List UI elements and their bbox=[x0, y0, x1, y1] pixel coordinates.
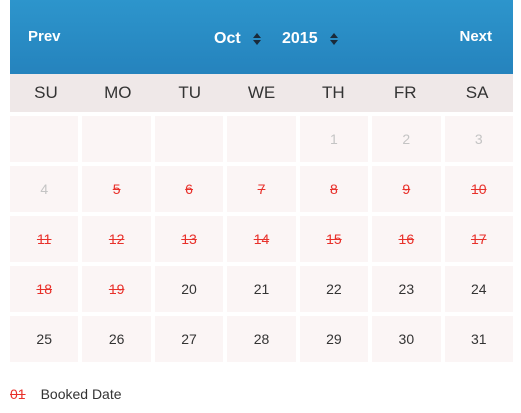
day-cell[interactable]: 24 bbox=[444, 266, 513, 312]
day-cell: 1 bbox=[299, 116, 369, 162]
day-cell: 13 bbox=[154, 216, 224, 262]
legend-label: Booked Date bbox=[40, 386, 122, 402]
calendar-header: Prev Oct 2015 Next bbox=[10, 0, 513, 74]
weekday-label: TU bbox=[178, 83, 201, 102]
weekday-label: WE bbox=[247, 83, 276, 102]
day-cell[interactable]: 30 bbox=[372, 316, 441, 362]
day-grid: 1 2 3 4 5 6 7 8 9 10 11 12 13 14 15 16 17 18 19 20 21 22 23 24 2… bbox=[10, 116, 513, 362]
empty-day-cell bbox=[227, 116, 296, 162]
day-cell: 14 bbox=[227, 216, 296, 262]
day-cell: 3 bbox=[444, 116, 513, 162]
week-row: 11 12 13 14 15 16 17 bbox=[10, 216, 513, 262]
prev-month-button[interactable]: Prev bbox=[28, 28, 61, 45]
updown-arrows-icon bbox=[329, 33, 338, 45]
empty-day-cell bbox=[10, 116, 79, 162]
day-cell[interactable]: 21 bbox=[227, 266, 296, 312]
day-cell: 6 bbox=[154, 166, 224, 212]
day-cell[interactable]: 28 bbox=[227, 316, 296, 362]
day-cell: 10 bbox=[444, 166, 513, 212]
booking-calendar: Prev Oct 2015 Next SU MO TU WE TH FR SA … bbox=[10, 0, 513, 362]
month-select[interactable]: Oct bbox=[214, 30, 261, 48]
weekday-label: SU bbox=[34, 83, 58, 102]
day-cell[interactable]: 27 bbox=[154, 316, 224, 362]
weekday-label: MO bbox=[104, 83, 132, 102]
day-cell: 19 bbox=[82, 266, 151, 312]
day-cell[interactable]: 22 bbox=[299, 266, 369, 312]
day-cell: 17 bbox=[444, 216, 513, 262]
day-cell: 9 bbox=[372, 166, 441, 212]
day-cell[interactable]: 29 bbox=[299, 316, 369, 362]
day-cell: 15 bbox=[299, 216, 369, 262]
day-cell: 7 bbox=[227, 166, 296, 212]
day-cell: 16 bbox=[372, 216, 441, 262]
day-cell: 2 bbox=[372, 116, 441, 162]
week-row: 4 5 6 7 8 9 10 bbox=[10, 166, 513, 212]
week-row: 25 26 27 28 29 30 31 bbox=[10, 316, 513, 362]
day-cell[interactable]: 23 bbox=[372, 266, 441, 312]
day-cell: 18 bbox=[10, 266, 79, 312]
day-cell[interactable]: 20 bbox=[154, 266, 224, 312]
empty-day-cell bbox=[154, 116, 224, 162]
weekday-label: TH bbox=[322, 83, 345, 102]
weekday-label: SA bbox=[465, 83, 489, 102]
month-select-value: Oct bbox=[214, 30, 241, 47]
weekday-header-row: SU MO TU WE TH FR SA bbox=[10, 74, 513, 112]
year-select-value: 2015 bbox=[282, 30, 318, 47]
day-cell[interactable]: 26 bbox=[82, 316, 151, 362]
day-cell: 4 bbox=[10, 166, 79, 212]
updown-arrows-icon bbox=[252, 33, 261, 45]
empty-day-cell bbox=[82, 116, 151, 162]
day-cell: 11 bbox=[10, 216, 79, 262]
year-select[interactable]: 2015 bbox=[282, 30, 338, 48]
next-month-button[interactable]: Next bbox=[459, 28, 492, 45]
booked-date-sample: 01 bbox=[10, 386, 26, 402]
day-cell[interactable]: 25 bbox=[10, 316, 79, 362]
day-cell: 5 bbox=[82, 166, 151, 212]
week-row: 18 19 20 21 22 23 24 bbox=[10, 266, 513, 312]
day-cell: 8 bbox=[299, 166, 369, 212]
calendar-legend: 01 Booked Date bbox=[10, 386, 122, 402]
day-cell[interactable]: 31 bbox=[444, 316, 513, 362]
day-cell: 12 bbox=[82, 216, 151, 262]
weekday-label: FR bbox=[393, 83, 417, 102]
